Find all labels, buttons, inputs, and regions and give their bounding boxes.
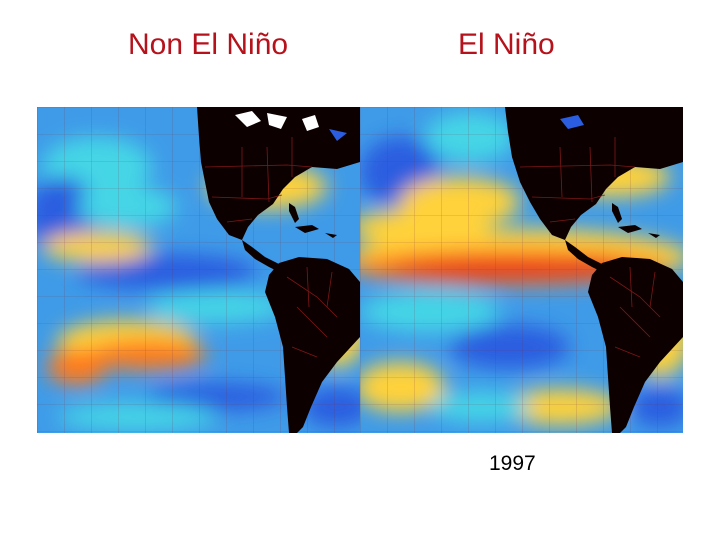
non-el-nino-title: Non El Niño (128, 28, 289, 61)
year-caption: 1997 (489, 452, 536, 475)
el-nino-sst-map (360, 107, 683, 433)
non-el-nino-sst-map (37, 107, 360, 433)
el-nino-title: El Niño (458, 28, 555, 61)
